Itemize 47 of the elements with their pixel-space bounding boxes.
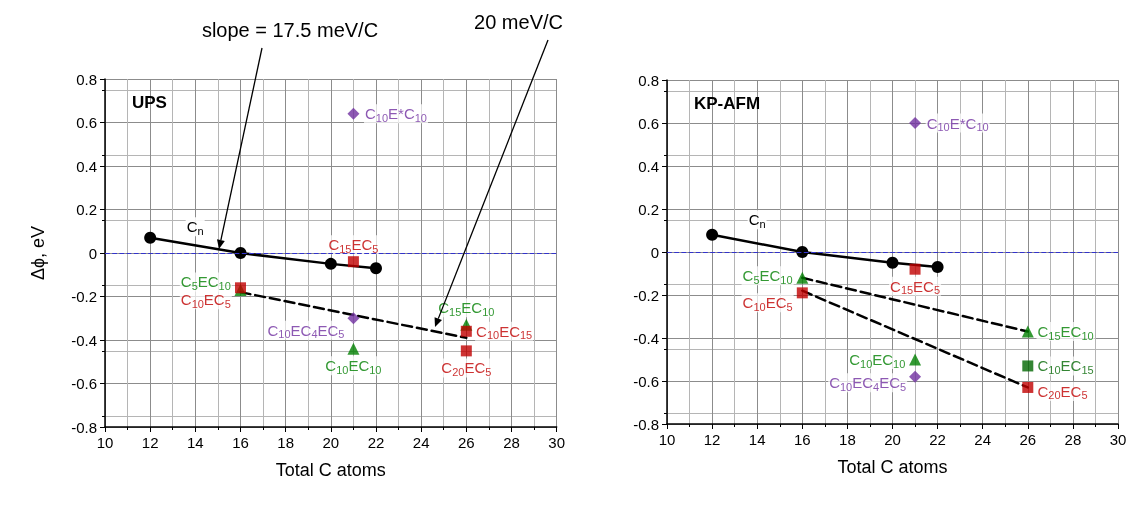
x-tick-label: 20 <box>884 431 901 448</box>
x-axis-title: Total C atoms <box>837 457 948 477</box>
y-tick-label: -0.8 <box>71 418 97 436</box>
x-tick-label: 26 <box>1019 431 1037 448</box>
text: 20 meV/C <box>474 11 563 33</box>
x-tick-label: 10 <box>658 431 676 448</box>
y-tick-label: -0.2 <box>633 286 659 304</box>
y-tick-label: 0.2 <box>638 200 659 218</box>
y-tick-label: 0.6 <box>638 114 659 132</box>
x-axis-title: Total C atoms <box>275 460 386 480</box>
x-tick-label: 16 <box>232 434 249 451</box>
x-tick-label: 24 <box>412 434 430 451</box>
x-tick-label: 12 <box>141 434 159 451</box>
y-tick-label: -0.4 <box>633 329 659 347</box>
y-tick-label: 0.6 <box>76 114 97 131</box>
y-tick-label: -0.4 <box>71 331 97 349</box>
x-tick-label: 14 <box>748 431 766 448</box>
x-tick-label: 28 <box>503 434 520 451</box>
x-tick-label: 30 <box>548 434 565 451</box>
y-tick-label: 0.8 <box>76 70 97 88</box>
y-tick-label: 0 <box>88 244 97 262</box>
x-tick-label: 24 <box>974 431 992 448</box>
y-tick-label: 0.4 <box>76 157 97 175</box>
x-tick-label: 22 <box>367 434 385 451</box>
y-tick-label: 0.4 <box>638 157 659 175</box>
x-tick-label: 14 <box>186 434 204 451</box>
text: UPS <box>132 93 167 112</box>
x-tick-label: 28 <box>1064 431 1082 448</box>
y-tick-label: -0.2 <box>71 288 97 305</box>
y-tick-label: -0.6 <box>71 375 97 392</box>
x-tick-label: 30 <box>1109 431 1127 448</box>
y-axis-title: Δϕ, eV <box>28 225 48 281</box>
text: slope = 17.5 meV/C <box>201 19 379 41</box>
y-tick-label: 0.8 <box>638 71 659 89</box>
x-tick-label: 18 <box>839 431 856 448</box>
y-tick-label: -0.8 <box>633 415 659 433</box>
y-tick-label: 0 <box>650 243 659 261</box>
y-tick-label: 0.2 <box>76 201 97 218</box>
x-tick-label: 10 <box>96 434 114 451</box>
x-tick-label: 22 <box>929 431 946 448</box>
x-tick-label: 18 <box>277 434 295 451</box>
x-tick-label: 26 <box>457 434 475 451</box>
x-tick-label: 12 <box>703 431 721 448</box>
x-tick-label: 16 <box>793 431 811 448</box>
y-tick-label: -0.6 <box>633 372 659 390</box>
x-tick-label: 20 <box>322 434 340 451</box>
text: KP-AFM <box>694 94 761 113</box>
